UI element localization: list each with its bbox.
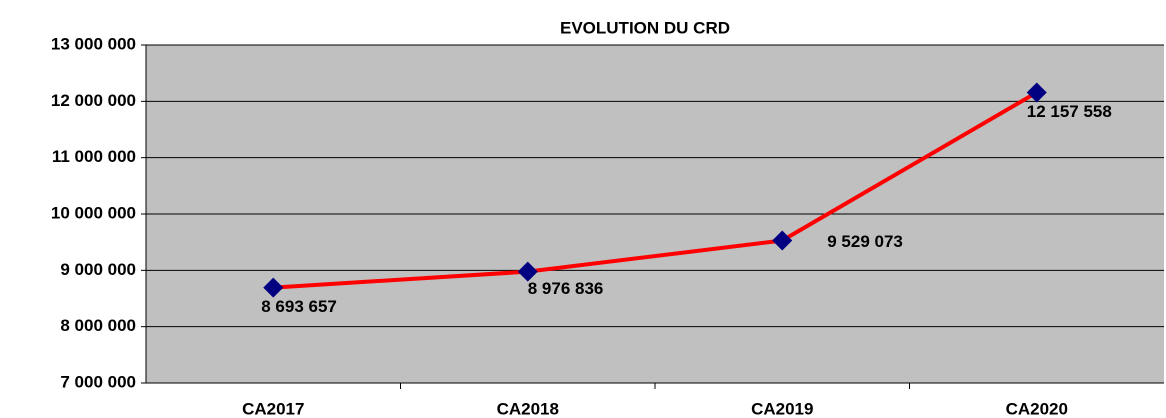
x-tick-label: CA2017: [242, 399, 304, 418]
x-tick-label: CA2018: [497, 399, 559, 418]
x-tick-label: CA2020: [1006, 399, 1068, 418]
line: [273, 90, 1038, 290]
y-tick-label: 9 000 000: [60, 260, 136, 279]
marker: [772, 230, 793, 251]
y-tick-label: 7 000 000: [60, 372, 136, 391]
data-label: 9 529 073: [827, 232, 903, 251]
marker: [263, 277, 284, 298]
data-label: 8 976 836: [528, 279, 604, 298]
y-tick-label: 13 000 000: [51, 34, 136, 53]
y-tick-label: 12 000 000: [51, 91, 136, 110]
y-tick-label: 8 000 000: [60, 316, 136, 335]
data-label: 12 157 558: [1027, 102, 1112, 121]
y-tick-label: 11 000 000: [52, 147, 136, 166]
data-label: 8 693 657: [261, 297, 337, 316]
marker: [517, 261, 538, 282]
x-tick-label: CA2019: [751, 399, 813, 418]
chart-title: EVOLUTION DU CRD: [560, 18, 730, 37]
y-tick-label: 10 000 000: [51, 203, 136, 222]
marker: [1026, 82, 1047, 103]
